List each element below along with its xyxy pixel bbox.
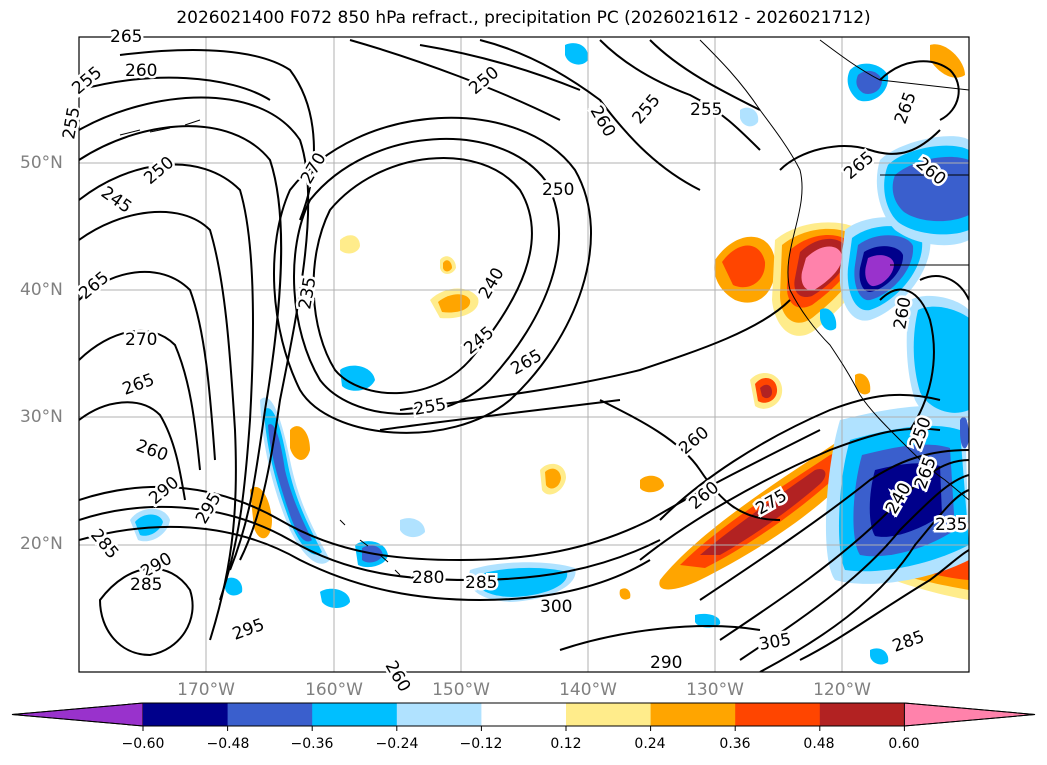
- map-title: 2026021400 F072 850 hPa refract., precip…: [176, 8, 871, 28]
- contour-label: 280: [412, 568, 444, 588]
- contour-label: 265: [120, 370, 157, 400]
- contour-label: 255: [690, 100, 722, 120]
- precipitation-shading: [130, 43, 969, 665]
- colorbar-tick-5: 0.12: [550, 736, 582, 752]
- graticule: [79, 37, 969, 672]
- contour-label: 295: [230, 615, 267, 645]
- colorbar-segment: [650, 703, 736, 726]
- lon-label-170w: 170°W: [177, 680, 235, 700]
- lon-label-150w: 150°W: [432, 680, 490, 700]
- contour-label: 285: [465, 573, 497, 593]
- contour-label: 260: [133, 436, 170, 466]
- colorbar-segment: [481, 703, 567, 726]
- contour-label: 265: [110, 27, 142, 47]
- contour-label: 285: [890, 627, 927, 657]
- contour-label: 270: [125, 330, 157, 350]
- contour-label: 260: [586, 103, 620, 141]
- contour-label: 260: [381, 658, 415, 696]
- colorbar-segment: [312, 703, 398, 726]
- contour-label: 265: [840, 148, 878, 184]
- colorbar-segment: [143, 703, 229, 726]
- contour-label: 250: [542, 180, 574, 200]
- colorbar-segment: [735, 703, 821, 726]
- colorbar-tick-4: −0.12: [459, 736, 503, 752]
- colorbar-arrow-right: [903, 702, 1036, 727]
- contour-label: 300: [540, 597, 572, 617]
- colorbar-segment: [227, 703, 313, 726]
- refractivity-contours: [79, 39, 969, 672]
- contour-label: 265: [891, 89, 921, 126]
- colorbar-tick-3: −0.24: [375, 736, 419, 752]
- colorbar-tick-8: 0.48: [803, 736, 835, 752]
- contour-label: 290: [650, 653, 682, 673]
- contour-label: 285: [130, 575, 162, 595]
- lat-label-50n: 50°N: [20, 153, 63, 173]
- contour-label: 235: [935, 515, 967, 535]
- colorbar: [11, 702, 1036, 731]
- colorbar-segment: [819, 703, 905, 726]
- lon-label-160w: 160°W: [305, 680, 363, 700]
- lat-label-30n: 30°N: [20, 407, 63, 427]
- coastlines: [119, 39, 969, 576]
- contour-label: 255: [59, 105, 84, 140]
- contour-label: 245: [97, 183, 135, 218]
- colorbar-tick-2: −0.36: [290, 736, 334, 752]
- lon-label-120w: 120°W: [813, 680, 871, 700]
- map-frame: [78, 36, 970, 673]
- contour-label: 250: [140, 153, 178, 189]
- contour-label: 240: [475, 264, 509, 302]
- contour-label: 255: [412, 395, 447, 420]
- contour-label: 260: [125, 61, 157, 81]
- colorbar-tick-1: −0.48: [206, 736, 250, 752]
- colorbar-tick-6: 0.24: [634, 736, 666, 752]
- contour-label: 255: [68, 63, 106, 99]
- lat-label-20n: 20°N: [20, 534, 63, 554]
- contour-label: 255: [629, 90, 665, 128]
- contour-label: 250: [465, 63, 503, 99]
- colorbar-arrow-left: [11, 702, 144, 727]
- lat-label-40n: 40°N: [20, 280, 63, 300]
- contour-label: 235: [295, 275, 320, 310]
- colorbar-segment: [396, 703, 482, 726]
- contour-label: 245: [460, 323, 498, 359]
- contour-label: 260: [675, 423, 713, 459]
- colorbar-tick-0: −0.60: [121, 736, 165, 752]
- colorbar-tick-7: 0.36: [719, 736, 751, 752]
- colorbar-segment: [566, 703, 652, 726]
- colorbar-tick-9: 0.60: [888, 736, 920, 752]
- contour-label: 305: [757, 630, 792, 655]
- contour-label: 290: [145, 473, 183, 509]
- lon-label-130w: 130°W: [686, 680, 744, 700]
- lon-label-140w: 140°W: [559, 680, 617, 700]
